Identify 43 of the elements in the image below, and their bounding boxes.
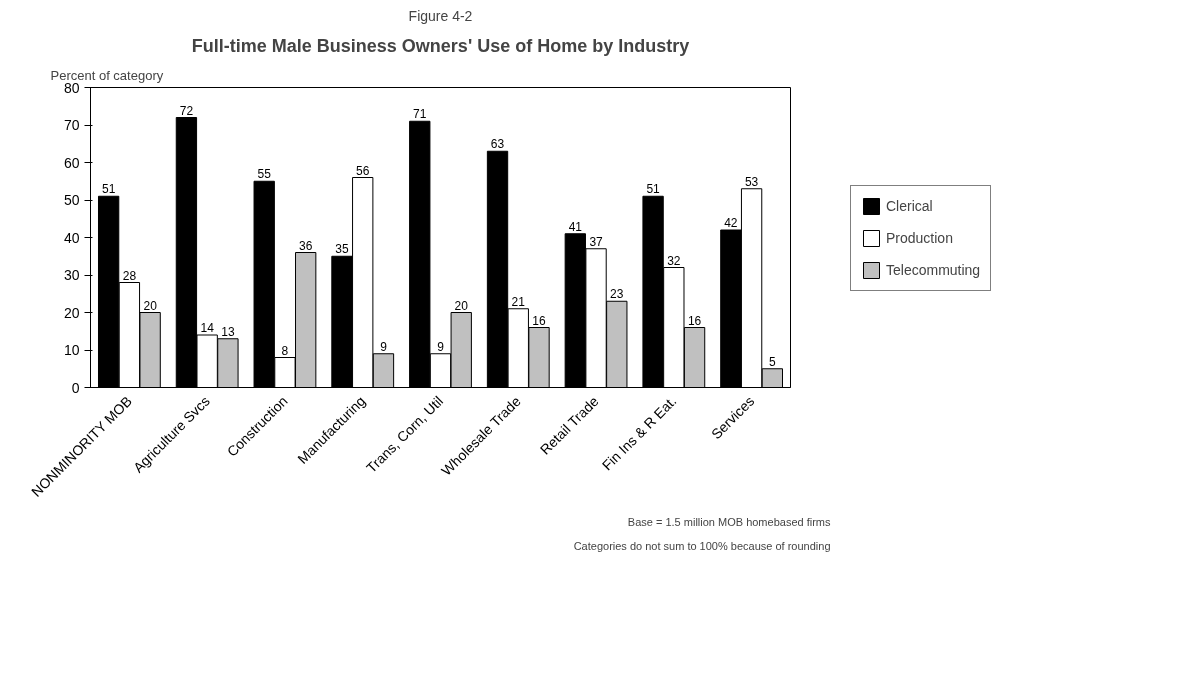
chart-title: Full-time Male Business Owners' Use of Home by Industry bbox=[191, 35, 690, 56]
y-tick-label: 10 bbox=[63, 342, 80, 358]
data-label: 72 bbox=[179, 103, 194, 118]
y-tick-label: 70 bbox=[63, 117, 80, 133]
data-label: 35 bbox=[335, 242, 349, 257]
data-label: 9 bbox=[437, 339, 445, 354]
data-label: 55 bbox=[257, 167, 272, 182]
data-label: 71 bbox=[413, 107, 427, 122]
data-label: 9 bbox=[380, 339, 388, 354]
chart-subtitle: Figure 4-2 bbox=[408, 7, 473, 24]
y-tick-label: 60 bbox=[63, 154, 80, 171]
legend-label: Production bbox=[886, 230, 953, 246]
data-label: 16 bbox=[687, 313, 702, 328]
y-tick-label: 40 bbox=[63, 229, 80, 246]
legend-label: Telecommuting bbox=[886, 262, 981, 278]
data-label: 42 bbox=[724, 216, 738, 230]
data-label: 5 bbox=[769, 354, 777, 369]
y-tick-label: 50 bbox=[63, 192, 80, 208]
data-label: 20 bbox=[454, 298, 469, 313]
text: Base = 1.5 million MOB homebased firms bbox=[627, 515, 831, 528]
data-label: 51 bbox=[646, 182, 661, 197]
data-label: 32 bbox=[667, 253, 681, 268]
data-label: 41 bbox=[568, 219, 583, 234]
data-label: 20 bbox=[143, 298, 158, 313]
data-label: 14 bbox=[200, 321, 215, 335]
data-label: 21 bbox=[511, 294, 526, 309]
data-label: 63 bbox=[490, 137, 505, 152]
data-label: 23 bbox=[610, 287, 624, 302]
data-label: 36 bbox=[299, 238, 313, 253]
data-label: 51 bbox=[101, 182, 116, 197]
data-label: 8 bbox=[281, 343, 289, 358]
data-label: 13 bbox=[221, 324, 235, 339]
data-label: 56 bbox=[356, 163, 370, 178]
y-tick-label: 0 bbox=[71, 379, 80, 396]
data-label: 37 bbox=[589, 234, 604, 249]
y-tick-label: 20 bbox=[63, 304, 80, 321]
text: Categories do not sum to 100% because of rounding bbox=[573, 539, 831, 552]
legend-label: Clerical bbox=[886, 198, 933, 214]
data-label: 53 bbox=[744, 174, 759, 189]
x-tick-label: Fin Ins & R Eat. bbox=[598, 392, 680, 474]
y-tick-label: 30 bbox=[63, 267, 80, 283]
data-label: 28 bbox=[122, 268, 137, 283]
data-label: 16 bbox=[532, 313, 547, 328]
